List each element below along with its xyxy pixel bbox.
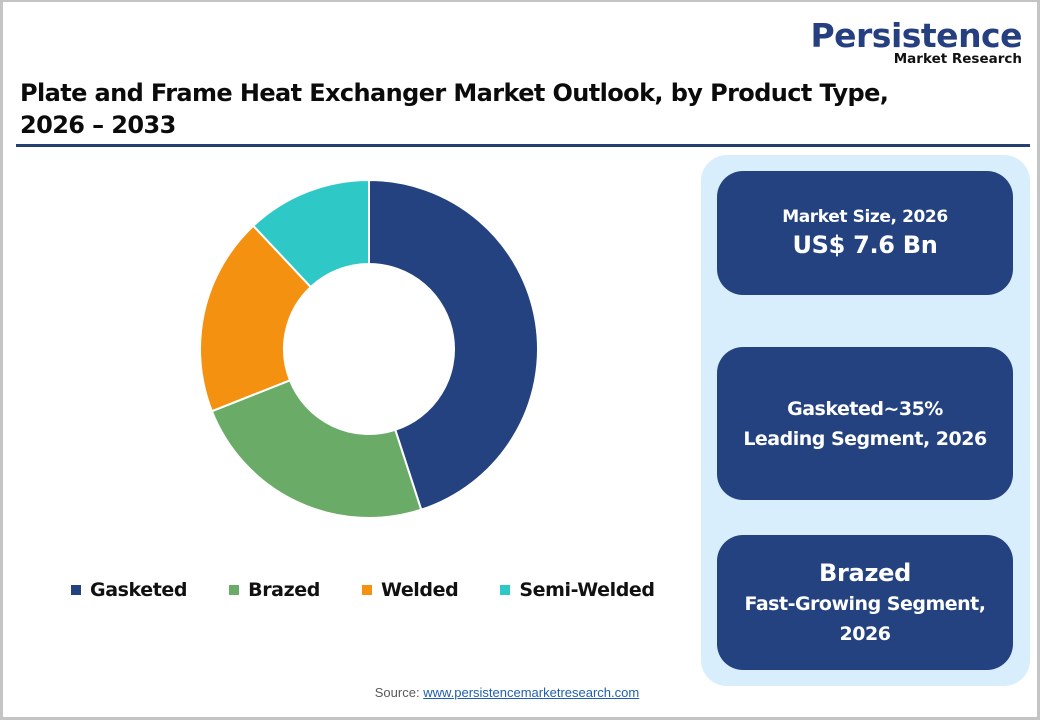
legend-item-brazed: Brazed xyxy=(229,579,320,601)
source-link[interactable]: www.persistencemarketresearch.com xyxy=(423,685,640,700)
donut-slice-welded xyxy=(199,224,313,413)
legend-label-brazed: Brazed xyxy=(248,579,320,601)
legend-item-gasketed: Gasketed xyxy=(71,579,188,601)
source-note: Source: www.persistencemarketresearch.co… xyxy=(0,685,1014,700)
legend-swatch-welded xyxy=(361,585,372,595)
donut-slice-semi-welded xyxy=(251,178,370,289)
fast-growing-segment-label: Fast-Growing Segment, xyxy=(744,592,986,615)
legend-swatch-semi-welded xyxy=(500,585,511,595)
donut-slice-gasketed xyxy=(368,178,540,511)
logo-tagline: Market Research xyxy=(893,51,1022,67)
leading-segment-value: Gasketed~35% xyxy=(787,397,943,420)
market-size-card: Market Size, 2026 US$ 7.6 Bn xyxy=(717,171,1013,295)
legend-item-semi-welded: Semi-Welded xyxy=(500,579,655,601)
legend-swatch-gasketed xyxy=(71,585,81,595)
legend-swatch-brazed xyxy=(229,585,240,595)
chart-legend: Gasketed Brazed Welded Semi-Welded xyxy=(71,576,697,604)
legend-label-semi-welded: Semi-Welded xyxy=(519,579,655,601)
persistence-logo: Persistence Market Research xyxy=(810,16,1022,67)
market-size-value: US$ 7.6 Bn xyxy=(792,231,938,259)
title-divider xyxy=(16,144,1030,147)
legend-label-gasketed: Gasketed xyxy=(90,579,188,601)
donut-slice-brazed xyxy=(210,378,423,519)
legend-item-welded: Welded xyxy=(361,579,459,601)
fast-growing-segment-card: Brazed Fast-Growing Segment, 2026 xyxy=(717,535,1013,670)
chart-title-line1: Plate and Frame Heat Exchanger Market Ou… xyxy=(20,79,889,107)
chart-title: Plate and Frame Heat Exchanger Market Ou… xyxy=(20,77,960,141)
donut-chart xyxy=(199,178,540,519)
leading-segment-card: Gasketed~35% Leading Segment, 2026 xyxy=(717,347,1013,500)
chart-title-line2: 2026 – 2033 xyxy=(20,111,176,139)
source-label: Source: xyxy=(374,685,424,700)
market-size-label: Market Size, 2026 xyxy=(782,207,948,227)
logo-wordmark: Persistence xyxy=(810,16,1022,55)
legend-label-welded: Welded xyxy=(380,579,459,601)
leading-segment-label: Leading Segment, 2026 xyxy=(743,427,987,450)
fast-growing-segment-value: Brazed xyxy=(819,558,911,587)
fast-growing-segment-year: 2026 xyxy=(839,622,891,645)
donut-slices xyxy=(199,178,540,519)
